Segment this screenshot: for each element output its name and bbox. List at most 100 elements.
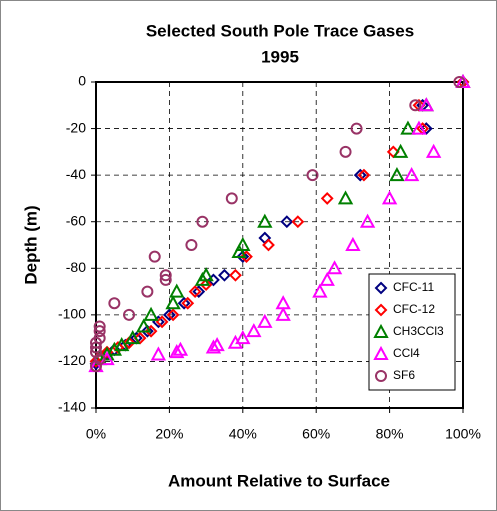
point — [425, 143, 442, 158]
point — [418, 97, 434, 112]
legend-label: CCl4 — [393, 346, 420, 360]
point — [412, 98, 426, 112]
legend-marker — [374, 281, 388, 295]
point — [291, 215, 305, 229]
point — [108, 297, 121, 310]
point — [181, 296, 195, 310]
point — [93, 325, 106, 338]
y-tick-label: -80 — [66, 259, 86, 275]
point — [411, 120, 427, 135]
point — [231, 243, 247, 258]
point — [166, 308, 180, 322]
x-axis-label: Amount Relative to Surface — [168, 471, 390, 490]
point — [194, 271, 211, 286]
point — [89, 355, 103, 368]
y-tick-label: -20 — [66, 119, 86, 135]
chart-title: Selected South Pole Trace Gases — [146, 21, 414, 40]
point — [236, 250, 250, 264]
legend-marker — [373, 323, 389, 338]
y-tick-label: -120 — [58, 352, 86, 368]
point — [275, 306, 291, 321]
point — [319, 271, 335, 286]
chart-subtitle: 1995 — [261, 47, 299, 66]
legend-marker — [374, 303, 388, 317]
point — [165, 295, 181, 310]
y-tick-label: 0 — [78, 73, 86, 89]
point — [409, 99, 422, 112]
point — [192, 285, 206, 298]
point — [199, 278, 213, 291]
point — [359, 213, 376, 228]
y-tick-label: -100 — [58, 306, 86, 322]
x-tick-label: 60% — [302, 426, 330, 442]
point — [326, 260, 343, 275]
point — [188, 285, 202, 298]
point — [389, 167, 405, 182]
point — [320, 192, 334, 205]
legend-label: CFC-11 — [393, 280, 434, 294]
point — [419, 122, 433, 135]
point — [150, 346, 167, 361]
y-axis-label: Depth (m) — [21, 205, 40, 284]
point — [155, 315, 169, 329]
point — [123, 308, 136, 321]
y-tick-label: -40 — [66, 166, 86, 182]
point — [312, 283, 328, 298]
point — [257, 213, 273, 228]
point — [392, 143, 409, 158]
point — [125, 330, 141, 345]
point — [350, 122, 363, 135]
x-tick-label: 100% — [445, 426, 481, 442]
point — [106, 341, 123, 356]
point — [93, 320, 106, 333]
point — [400, 120, 416, 135]
point — [122, 336, 136, 350]
point — [357, 168, 371, 182]
point — [257, 313, 273, 328]
point — [133, 331, 147, 345]
x-tick-label: 80% — [376, 426, 404, 442]
point — [225, 192, 238, 205]
legend-label: CH3CCl3 — [393, 324, 444, 338]
point — [185, 239, 198, 251]
point — [148, 250, 161, 263]
legend-label: CFC-12 — [393, 302, 435, 316]
point — [353, 168, 367, 182]
point — [99, 346, 115, 361]
point — [169, 344, 185, 359]
point — [143, 306, 159, 321]
point — [403, 167, 420, 182]
point — [262, 238, 275, 252]
point — [386, 145, 400, 159]
point — [141, 285, 154, 298]
legend-marker — [373, 345, 389, 360]
point — [235, 236, 251, 251]
point — [90, 360, 102, 373]
point — [159, 273, 172, 286]
point — [114, 337, 130, 352]
point — [162, 308, 176, 322]
point — [196, 215, 209, 228]
point — [159, 269, 172, 282]
x-tick-label: 40% — [229, 426, 257, 442]
point — [205, 339, 222, 354]
point — [306, 169, 319, 182]
plot-border — [95, 81, 464, 409]
point — [177, 296, 191, 310]
y-tick-label: -140 — [58, 399, 86, 415]
point — [453, 76, 466, 88]
point — [337, 190, 354, 205]
point — [140, 324, 154, 338]
point — [169, 283, 185, 298]
point — [280, 215, 294, 229]
x-tick-label: 20% — [155, 426, 183, 442]
y-tick-label: -60 — [66, 212, 86, 228]
point — [229, 268, 242, 282]
point — [339, 145, 352, 158]
point — [227, 334, 244, 349]
legend-label: SF6 — [393, 368, 415, 382]
point — [345, 236, 361, 251]
point — [381, 190, 398, 205]
point — [235, 330, 251, 345]
